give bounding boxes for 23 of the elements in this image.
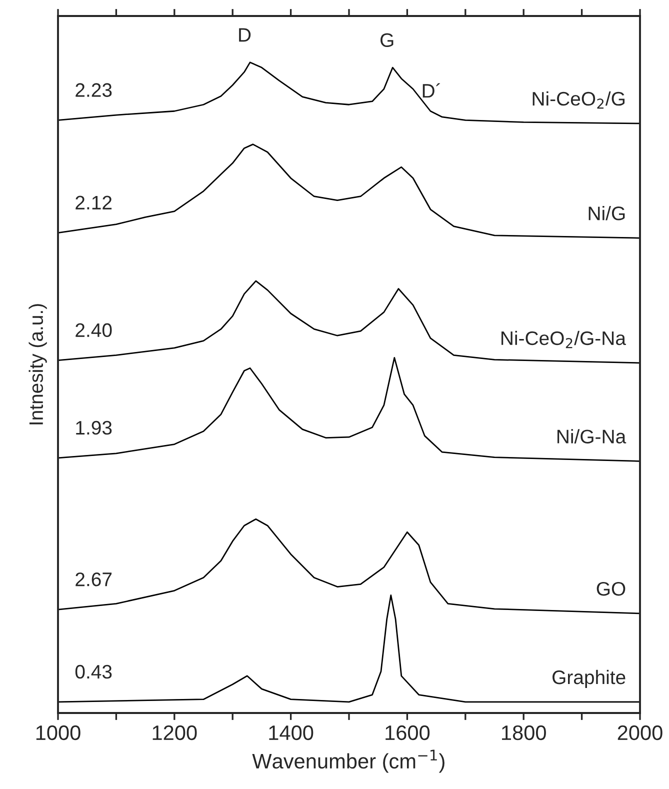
x-tick-label: 1800: [502, 725, 546, 740]
series-label: GO: [596, 582, 626, 596]
series-label: Ni-CeO$_{2}$/G-Na: [502, 330, 626, 348]
text: G: [380, 33, 394, 48]
annotation: 0.43: [75, 664, 112, 679]
annotation: 1.93: [76, 420, 112, 435]
annotation: D´: [422, 83, 440, 98]
series-label: Ni/G-Na: [557, 429, 626, 444]
annotation: 2.40: [76, 323, 112, 338]
annotation: 2.67: [76, 572, 112, 586]
x-tick-label: 2000: [618, 725, 662, 740]
series-label: Ni/G: [588, 206, 625, 220]
x-tick-label: 1000: [36, 725, 80, 740]
text: D: [239, 28, 251, 42]
annotation: 2.12: [76, 196, 112, 210]
y-axis-title: Intnesity (a.u.): [28, 304, 47, 424]
x-tick-label: 1400: [269, 725, 314, 740]
x-axis-title: Wavenumber (cm$^{−1}$): [252, 750, 444, 773]
annotation: 2.23: [76, 83, 112, 97]
series-label: Graphite: [552, 670, 626, 688]
series-label: Ni-CeO$_{2}$/G: [532, 91, 624, 109]
x-tick-label: 1600: [386, 725, 430, 740]
x-tick-label: 1200: [152, 725, 197, 740]
